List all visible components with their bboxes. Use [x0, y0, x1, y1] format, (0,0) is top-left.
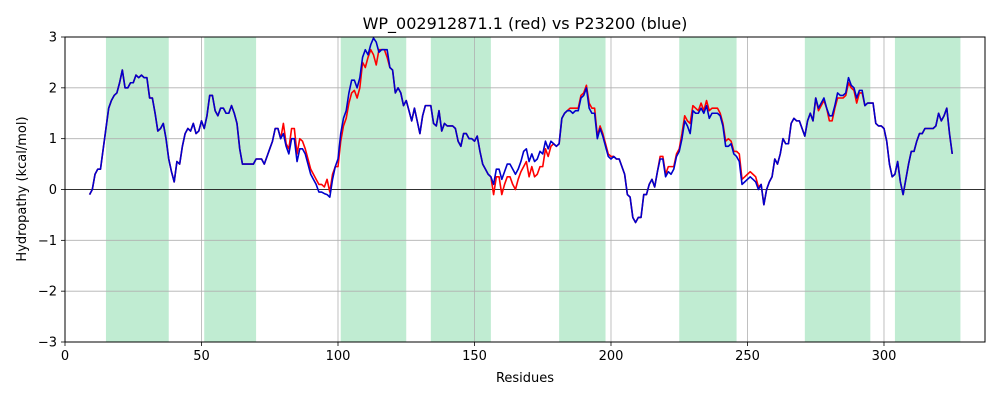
chart-title: WP_002912871.1 (red) vs P23200 (blue)	[363, 14, 688, 34]
x-tick-label: 150	[462, 349, 487, 364]
x-tick-label: 250	[735, 349, 760, 364]
x-tick-label: 300	[872, 349, 897, 364]
y-tick-label: 3	[49, 31, 57, 46]
series-line-blue	[88, 37, 954, 224]
series-lines	[88, 37, 954, 224]
axis-ticks: 0 50 100 150 200 250 300 −3 −2 −1 0 1 2 3	[38, 31, 897, 365]
x-tick-label: 100	[326, 349, 351, 364]
y-tick-label: 2	[49, 81, 57, 96]
x-tick-label: 200	[599, 349, 624, 364]
x-tick-label: 50	[193, 349, 210, 364]
y-tick-label: −1	[38, 234, 57, 249]
x-axis-label: Residues	[496, 371, 554, 386]
y-axis-label: Hydropathy (kcal/mol)	[15, 116, 30, 261]
y-tick-label: 1	[49, 132, 57, 147]
y-tick-label: −3	[38, 336, 57, 351]
y-tick-label: 0	[49, 183, 57, 198]
x-tick-label: 0	[61, 349, 69, 364]
y-tick-label: −2	[38, 285, 57, 300]
